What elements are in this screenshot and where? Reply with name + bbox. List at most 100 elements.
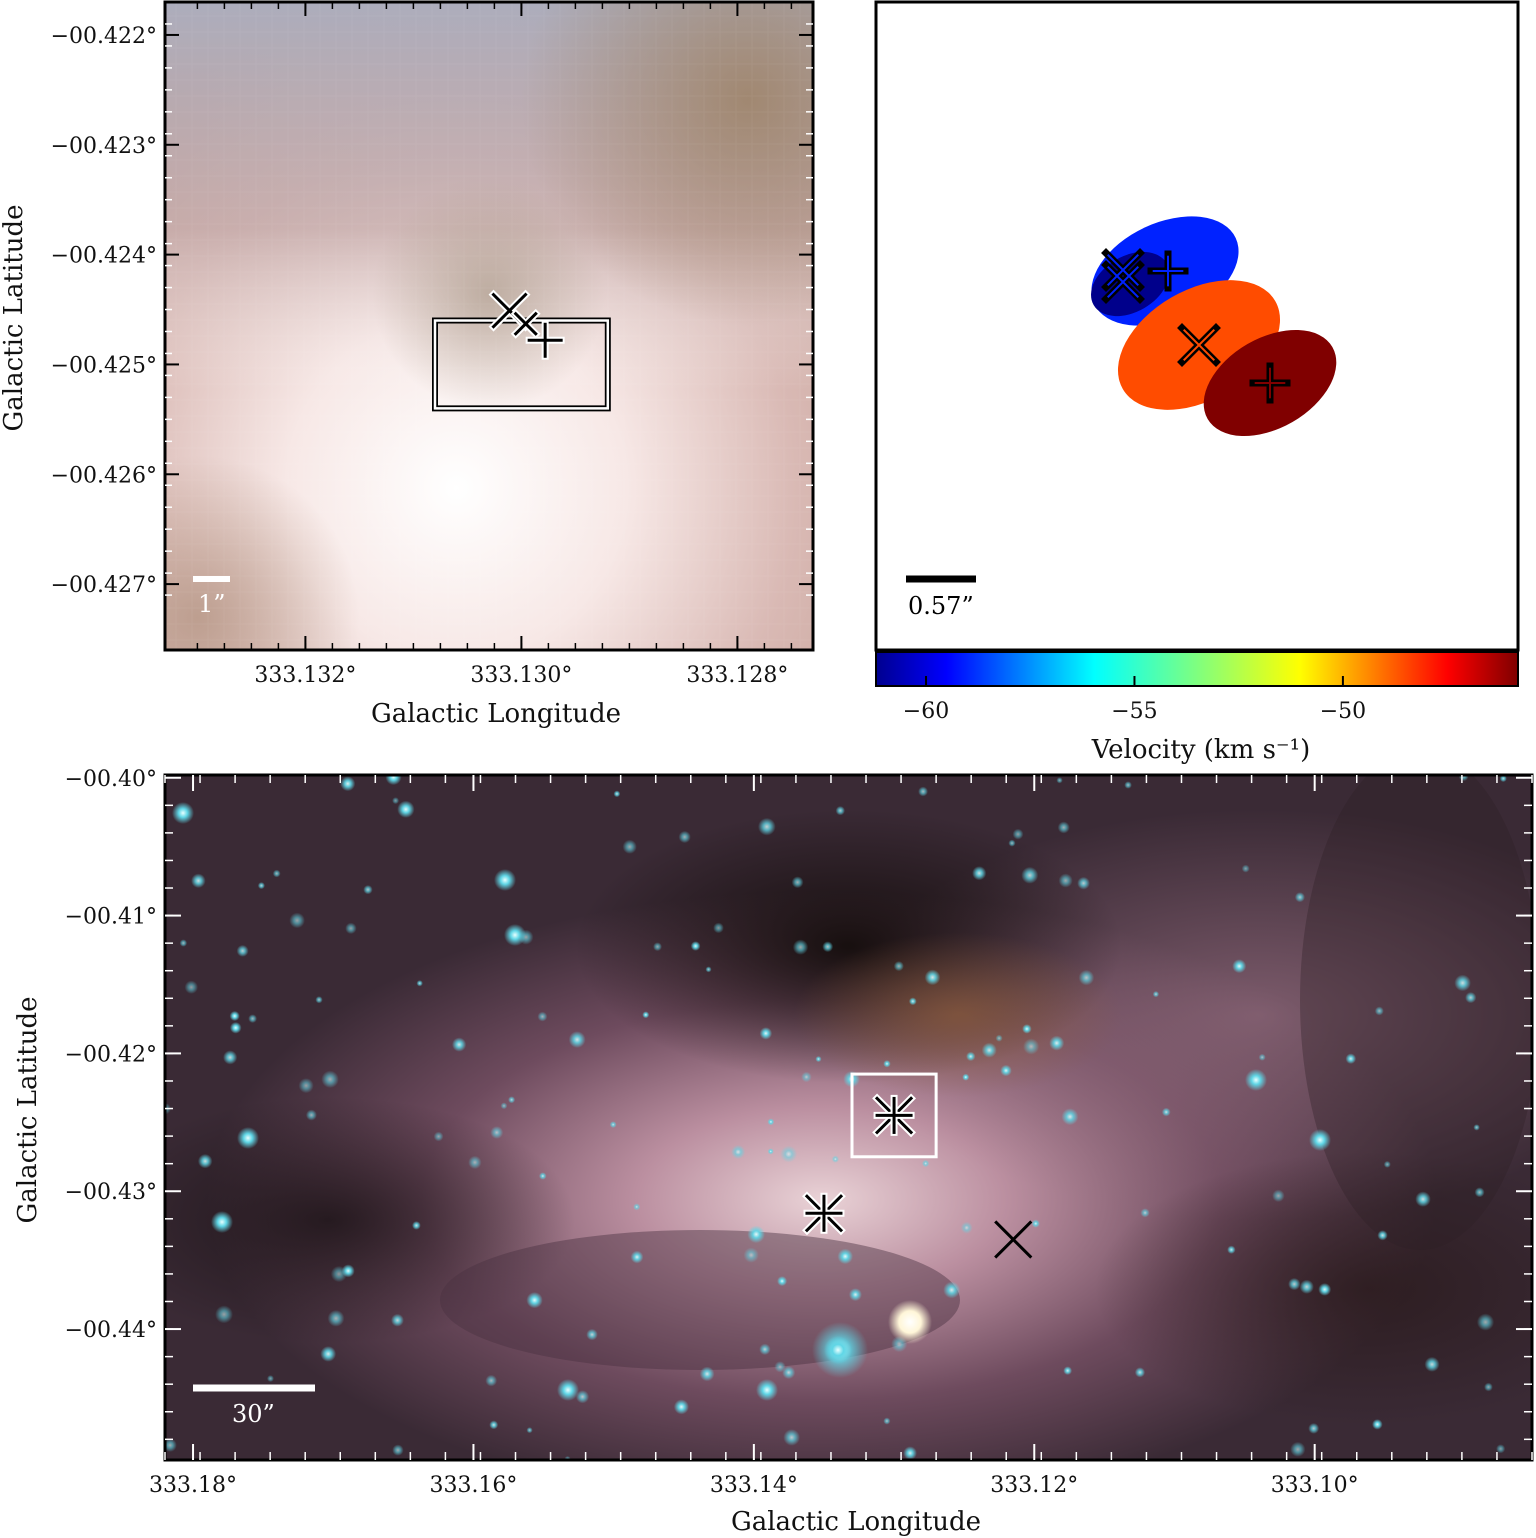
star [508, 1096, 516, 1104]
star [1022, 1024, 1032, 1034]
star [1140, 1208, 1150, 1218]
star [1372, 1419, 1383, 1430]
top-left-xtick-label: 333.132° [254, 663, 356, 688]
top-left-ytick-label: −00.426° [51, 463, 157, 488]
star [831, 1155, 840, 1163]
bottom-inset-box [850, 1072, 938, 1159]
top-left-xtick-label: 333.128° [686, 663, 788, 688]
bottom-stars [165, 775, 1507, 1460]
top-left-marker-x [510, 308, 541, 339]
star [184, 980, 199, 994]
star [526, 1292, 543, 1309]
star [1241, 864, 1250, 873]
star [1308, 1422, 1320, 1434]
star [586, 1328, 598, 1341]
panel-top-left: 333.132° 333.130° 333.128° −00.422° −00.423°… [0, 0, 815, 729]
star [345, 922, 357, 935]
star [815, 1055, 822, 1063]
top-left-ytick-label: −00.424° [51, 244, 157, 269]
star [215, 1305, 233, 1324]
star [1152, 990, 1160, 998]
star [1134, 1367, 1146, 1378]
star [1058, 873, 1073, 888]
colorbar: −60 −55 −50 Velocity (km s⁻¹) [875, 651, 1519, 765]
top-right-scalebar: 0.57” [906, 575, 976, 620]
star [1496, 1444, 1506, 1454]
top-left-ytick-label: −00.422° [51, 24, 157, 49]
star [1374, 1006, 1384, 1016]
star [272, 869, 281, 878]
star [642, 1011, 650, 1019]
star [848, 1288, 862, 1302]
bottom-marker-+ [803, 1192, 845, 1234]
bottom-ytick-label: −00.43° [65, 1180, 157, 1205]
star [903, 1446, 917, 1460]
star [743, 1247, 759, 1263]
bright-star [1245, 1069, 1267, 1091]
top-left-ytick-label: −00.423° [51, 134, 157, 159]
star [962, 1073, 970, 1081]
star [1078, 969, 1095, 986]
bottom-frame [163, 773, 1534, 1462]
bottom-inset-rect [850, 1072, 938, 1159]
star [837, 1248, 853, 1265]
star [1383, 1160, 1391, 1168]
bottom-xtick-label: 333.14° [710, 1473, 798, 1498]
bottom-ytick-label: −00.44° [65, 1318, 157, 1343]
star [416, 980, 423, 987]
star [1499, 775, 1507, 783]
star [1008, 839, 1016, 847]
bottom-xtick-label: 333.18° [149, 1473, 237, 1498]
star [1077, 876, 1090, 890]
bottom-xlabel: Galactic Longitude [731, 1507, 981, 1537]
star [792, 939, 809, 955]
colorbar-tick-label: −60 [903, 699, 949, 724]
bright-star [756, 1379, 778, 1401]
bright-star [557, 1379, 579, 1401]
bottom-image [165, 775, 1532, 1460]
star [690, 941, 701, 951]
star [924, 969, 941, 986]
star [391, 1313, 404, 1327]
star [747, 1225, 765, 1244]
star [223, 1050, 238, 1065]
star [801, 1071, 812, 1083]
star [633, 1203, 641, 1211]
star [397, 800, 415, 818]
star [791, 876, 804, 889]
top-left-scalebar: 1” [193, 576, 230, 618]
star [1056, 777, 1063, 784]
star [678, 830, 691, 844]
top-left-ticks: 333.132° 333.130° 333.128° −00.422° −00.423°… [51, 2, 813, 688]
star [229, 1021, 242, 1034]
star [485, 1374, 498, 1387]
top-left-scalebar-label: 1” [198, 590, 226, 618]
panel-bottom: 333.18° 333.16° 333.14° 333.12° 333.10° −00.4… [13, 767, 1534, 1537]
bright-star [494, 869, 516, 891]
star [1290, 1441, 1306, 1457]
star [289, 912, 305, 929]
colorbar-tick-label: −50 [1320, 699, 1366, 724]
star [538, 1172, 547, 1180]
star [699, 1366, 715, 1382]
star [1424, 1356, 1440, 1372]
star [179, 939, 188, 947]
top-left-xlabel: Galactic Longitude [371, 699, 621, 729]
top-left-frame [163, 0, 815, 652]
bright-star [237, 1127, 259, 1149]
star [315, 996, 323, 1004]
star [392, 797, 400, 805]
star [526, 1427, 533, 1434]
star [321, 1070, 339, 1089]
bottom-marker-+ [873, 1094, 915, 1136]
colorbar-label: Velocity (km s⁻¹) [1091, 735, 1310, 765]
star [1465, 991, 1477, 1004]
star [1000, 1064, 1012, 1077]
panel-top-right: 0.57” −60 −55 −50 Velocity (km s⁻¹) [874, 0, 1520, 765]
top-left-marker-+ [525, 320, 565, 360]
star [908, 997, 917, 1006]
star [1161, 1107, 1171, 1117]
bottom-ylabel: Galactic Latitude [13, 997, 43, 1224]
star [298, 1078, 314, 1094]
